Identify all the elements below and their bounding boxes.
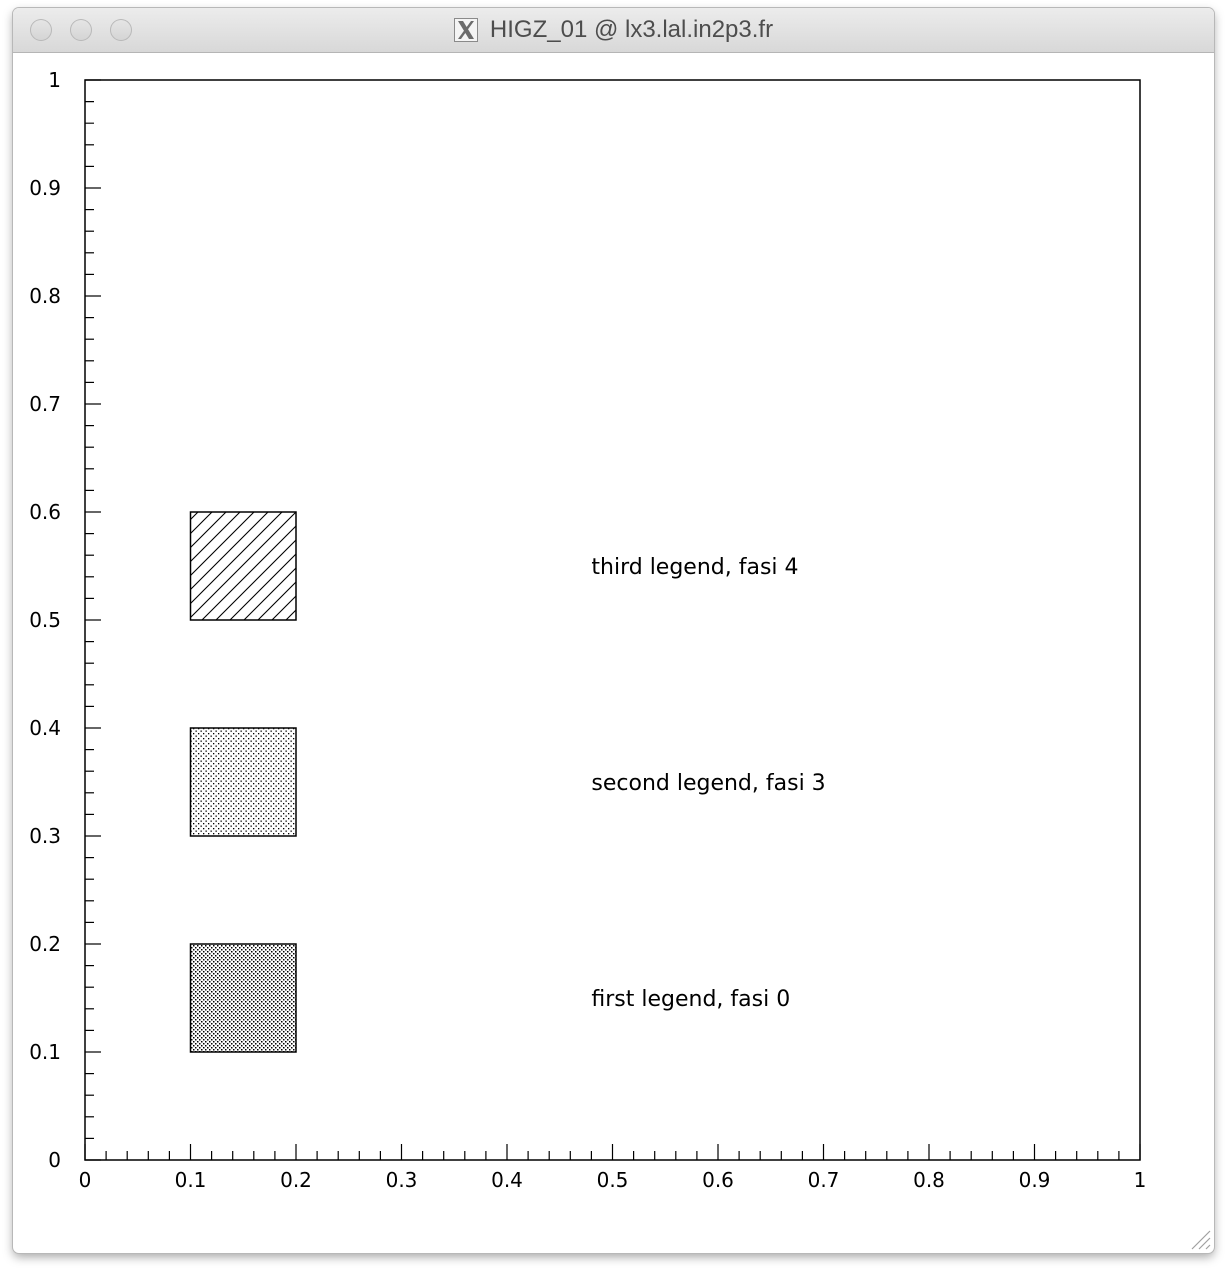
legend-label: second legend, fasi 3 [591,771,825,796]
y-tick-label: 0.7 [29,392,61,416]
legend-box-light-dots [189,727,297,837]
minimize-button[interactable] [70,19,92,41]
x-tick-label: 0.4 [491,1168,523,1192]
y-tick-label: 0.3 [29,824,61,848]
x-tick-label: 1 [1134,1168,1147,1192]
x-tick-label: 0.6 [702,1168,734,1192]
y-tick-label: 0.5 [29,608,61,632]
x-tick-label: 0.3 [386,1168,418,1192]
resize-grip-icon[interactable] [1186,1225,1212,1251]
window-title: HIGZ_01 @ lx3.lal.in2p3.fr [489,16,774,43]
x-tick-label: 0.1 [175,1168,207,1192]
y-tick-label: 0.1 [29,1040,61,1064]
x-tick-label: 0 [79,1168,92,1192]
y-tick-label: 0.9 [29,176,61,200]
y-tick-label: 0 [48,1148,61,1172]
y-tick-label: 1 [48,68,61,92]
legend-box-dense-dots [189,943,297,1053]
close-button[interactable] [30,19,52,41]
x-tick-label: 0.9 [1019,1168,1051,1192]
x-tick-label: 0.8 [913,1168,945,1192]
legend-box-diagonal-hatch [189,511,297,621]
x-tick-label: 0.5 [597,1168,629,1192]
x11-icon [453,18,478,42]
zoom-button[interactable] [110,19,132,41]
y-tick-label: 0.4 [29,716,61,740]
legend-label: first legend, fasi 0 [591,987,790,1012]
higz-window: HIGZ_01 @ lx3.lal.in2p3.fr 0 0.1 0.2 0.3 0.4… [13,8,1214,1253]
y-tick-label: 0.6 [29,500,61,524]
y-tick-label: 0.8 [29,284,61,308]
y-tick-label: 0.2 [29,932,61,956]
plot-canvas: 0 0.1 0.2 0.3 0.4 0.5 0.6 0.7 0.8 0.9 1 0 0.1 0.2 0.3 0… [29,68,1147,1192]
legend-label: third legend, fasi 4 [591,555,798,580]
x-tick-label: 0.7 [808,1168,840,1192]
x-tick-label: 0.2 [280,1168,312,1192]
title-bar[interactable]: HIGZ_01 @ lx3.lal.in2p3.fr [13,8,1214,53]
